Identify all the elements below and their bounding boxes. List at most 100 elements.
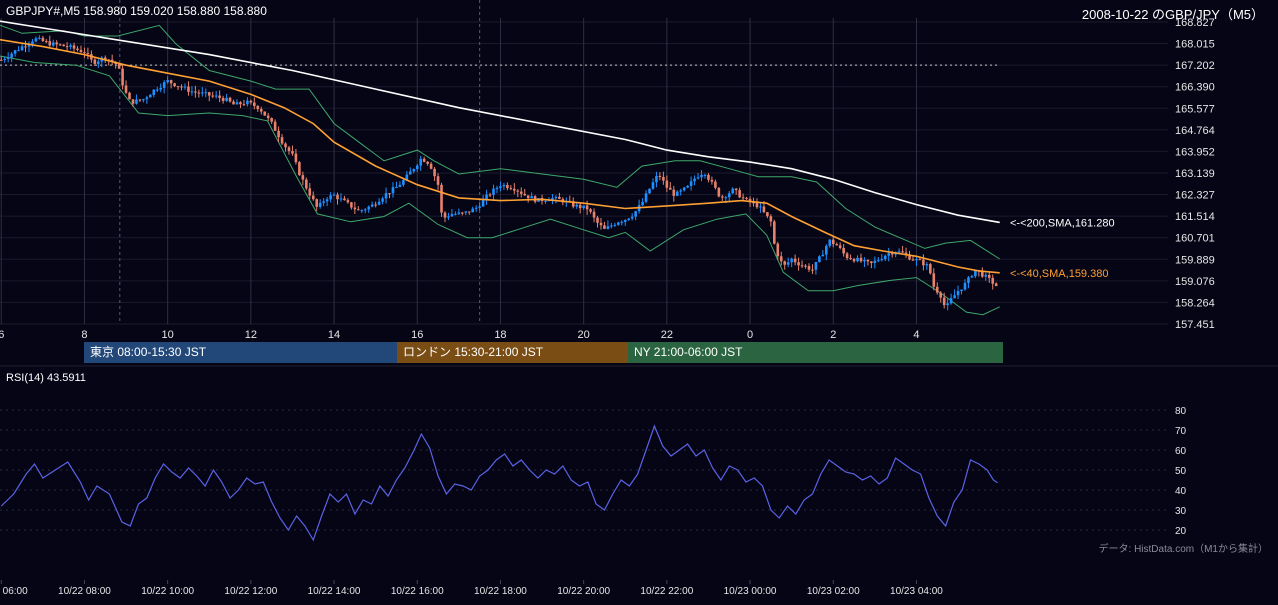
candle-body	[41, 37, 45, 42]
candle-body	[852, 259, 856, 262]
candle-body	[256, 105, 260, 110]
candle-body	[776, 243, 780, 257]
candle-body	[246, 100, 249, 105]
candle-body	[967, 277, 970, 283]
hour-tick-label: 0	[747, 329, 753, 341]
candle-body	[287, 147, 291, 152]
time-tick-label: 10/22 08:00	[58, 586, 111, 597]
candle-body	[679, 190, 683, 192]
candle-body	[641, 201, 644, 206]
candle-body	[929, 264, 932, 274]
candle-body	[648, 188, 651, 194]
price-tick-label: 161.514	[1175, 211, 1215, 223]
candle-body	[343, 198, 346, 201]
candle-body	[277, 130, 280, 138]
candle-body	[211, 95, 215, 97]
candle-body	[135, 99, 138, 104]
candle-body	[786, 262, 790, 265]
candle-body	[301, 175, 305, 180]
candle-body	[513, 188, 516, 191]
candle-body	[752, 202, 755, 204]
time-tick-label: 10/22 06:00	[0, 586, 28, 597]
candle-body	[599, 222, 603, 226]
candle-body	[669, 187, 672, 190]
candle-body	[294, 153, 298, 163]
candle-body	[634, 211, 637, 217]
candle-body	[610, 225, 613, 227]
candle-body	[877, 260, 880, 262]
candle-body	[48, 41, 52, 46]
candle-body	[488, 194, 492, 196]
candle-body	[440, 184, 443, 213]
rsi-tick-label: 30	[1175, 506, 1187, 517]
candle-body	[51, 42, 55, 46]
candle-body	[398, 184, 402, 187]
candle-body	[485, 194, 488, 200]
candle-body	[395, 186, 398, 188]
candle-body	[180, 86, 183, 88]
candle-body	[793, 258, 797, 263]
candle-body	[152, 89, 156, 95]
candle-body	[575, 204, 579, 207]
candle-body	[745, 197, 748, 199]
rsi-tick-label: 70	[1175, 426, 1187, 437]
candle-body	[738, 190, 741, 198]
candle-body	[207, 92, 211, 96]
candle-body	[228, 97, 232, 102]
candle-body	[415, 165, 419, 170]
candle-body	[58, 44, 62, 46]
price-tick-label: 159.076	[1175, 276, 1215, 288]
candle-body	[724, 197, 728, 199]
price-tick-label: 167.202	[1175, 60, 1215, 72]
candle-body	[232, 101, 235, 105]
candle-body	[194, 91, 197, 93]
candle-body	[169, 80, 173, 84]
candle-body	[831, 239, 835, 245]
candle-body	[987, 274, 991, 278]
candle-body	[516, 190, 520, 192]
candle-body	[13, 50, 17, 54]
candle-body	[731, 188, 735, 194]
candle-body	[790, 258, 793, 263]
hour-tick-label: 4	[913, 329, 919, 341]
time-tick-label: 10/22 20:00	[557, 586, 610, 597]
candle-body	[994, 283, 998, 287]
candle-body	[825, 245, 828, 255]
candle-body	[613, 224, 617, 226]
candle-body	[596, 217, 599, 223]
candle-body	[336, 194, 339, 200]
candle-body	[519, 191, 523, 194]
price-tick-label: 163.952	[1175, 146, 1215, 158]
candle-body	[62, 44, 65, 47]
candle-body	[984, 274, 988, 277]
candle-body	[845, 253, 849, 259]
time-tick-label: 10/22 18:00	[474, 586, 527, 597]
candle-body	[291, 151, 294, 154]
candle-body	[31, 41, 34, 44]
candle-body	[859, 257, 863, 262]
candle-body	[0, 59, 3, 61]
candle-body	[155, 89, 159, 91]
sma200-line	[0, 20, 1000, 224]
candle-body	[221, 97, 225, 101]
candle-body	[682, 187, 686, 191]
candle-body	[762, 206, 766, 213]
candle-body	[915, 259, 918, 261]
candle-body	[405, 174, 409, 181]
candle-body	[644, 193, 648, 202]
candle-body	[942, 297, 946, 306]
candle-body	[83, 52, 86, 54]
candle-body	[242, 104, 246, 106]
candle-body	[946, 303, 949, 306]
candle-body	[949, 298, 953, 304]
candle-body	[863, 259, 866, 262]
candle-body	[159, 87, 163, 90]
candle-body	[384, 193, 388, 199]
candle-body	[658, 175, 662, 177]
candle-body	[183, 86, 187, 88]
candle-body	[263, 111, 267, 116]
candle-body	[204, 92, 208, 94]
candle-body	[935, 286, 939, 293]
candle-body	[363, 209, 367, 211]
